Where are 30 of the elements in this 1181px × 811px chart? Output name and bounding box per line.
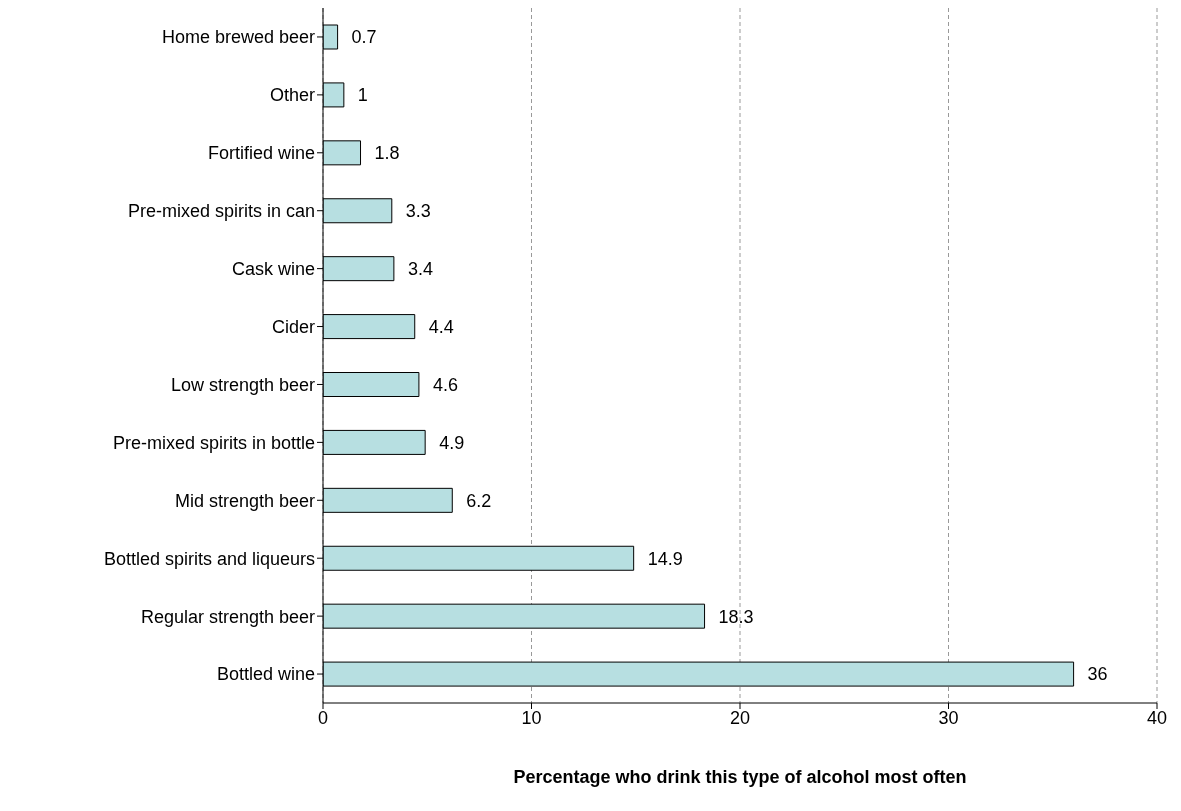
data-label: 36 — [1087, 664, 1108, 685]
y-tick-label: Cider — [271, 316, 315, 337]
y-tick-label: Bottled wine — [216, 664, 315, 685]
data-label: 3.3 — [405, 201, 431, 222]
y-tick-label: Cask wine — [231, 259, 315, 280]
y-tick-label: Bottled spirits and liqueurs — [103, 548, 315, 569]
data-label: 0.7 — [351, 27, 377, 48]
y-tick-label: Home brewed beer — [161, 27, 315, 48]
y-tick-label: Fortified wine — [207, 143, 315, 164]
y-tick-label: Pre-mixed spirits in can — [127, 201, 315, 222]
data-label: 1.8 — [374, 143, 400, 164]
x-tick-label: 10 — [521, 707, 542, 728]
data-label: 4.6 — [432, 374, 458, 395]
x-tick-label: 20 — [729, 707, 751, 728]
y-tick-label: Other — [269, 85, 315, 106]
data-label: 3.4 — [407, 259, 433, 280]
y-tick-label: Mid strength beer — [174, 490, 315, 511]
x-tick-label: 0 — [317, 707, 329, 728]
x-tick-label: 30 — [938, 707, 959, 728]
data-label: 6.2 — [466, 490, 492, 511]
y-tick-label: Regular strength beer — [140, 606, 315, 627]
data-label: 4.4 — [428, 316, 454, 337]
x-tick-label: 40 — [1146, 707, 1168, 728]
data-label: 1 — [357, 85, 368, 106]
y-tick-label: Pre-mixed spirits in bottle — [112, 432, 315, 453]
data-label: 4.9 — [439, 432, 465, 453]
data-label: 18.3 — [718, 606, 754, 627]
x-axis-title: Percentage who drink this type of alcohol most often — [513, 767, 967, 787]
y-tick-label: Low strength beer — [170, 374, 315, 395]
data-label: 14.9 — [647, 548, 683, 569]
